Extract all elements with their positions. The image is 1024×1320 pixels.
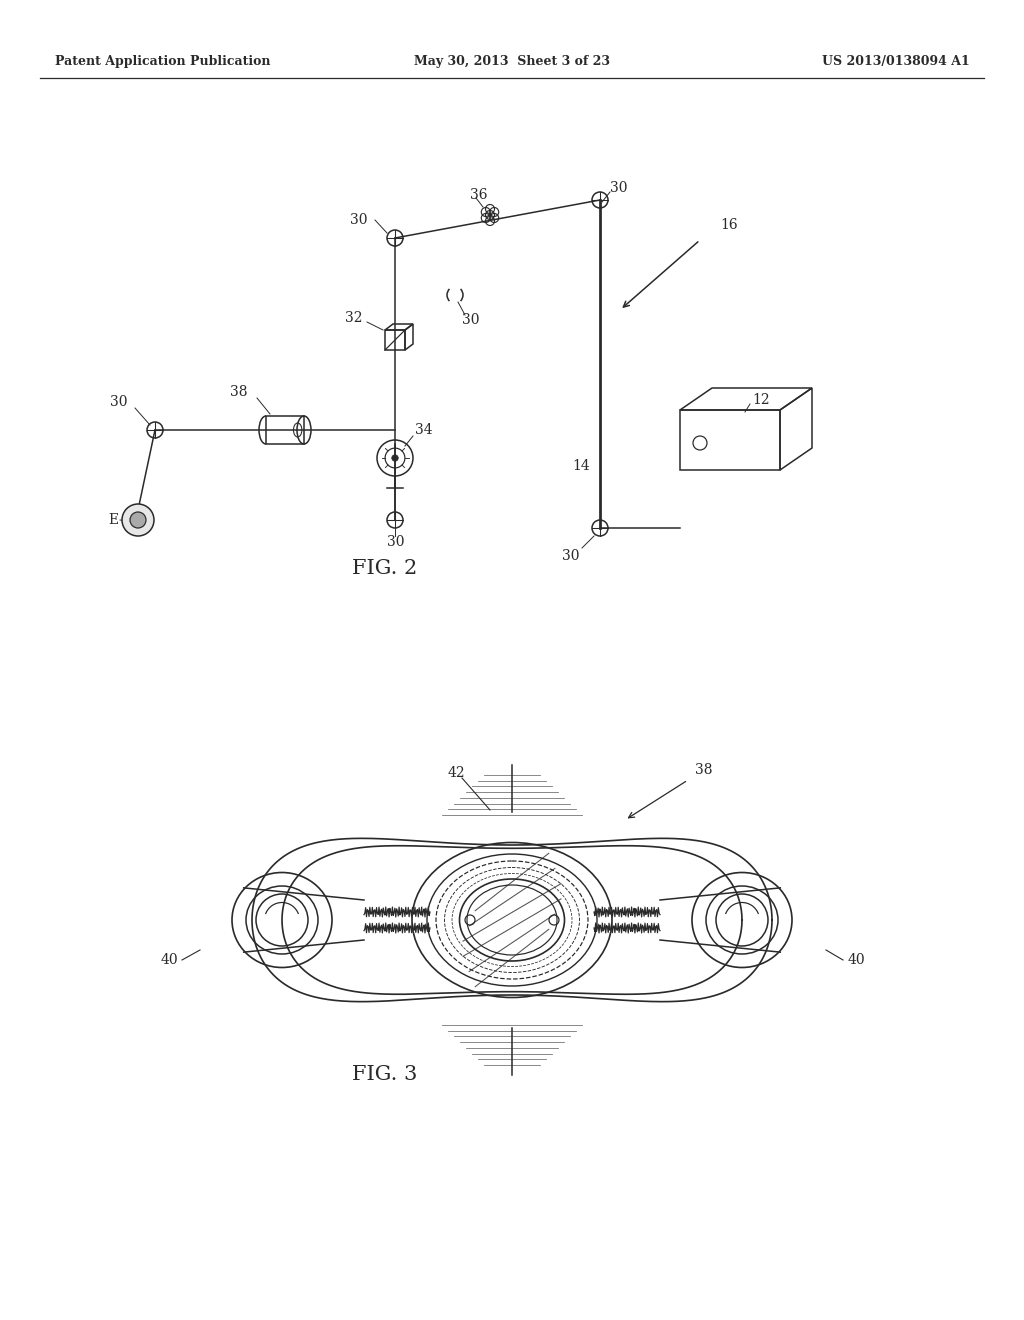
Circle shape: [392, 455, 398, 461]
Text: 12: 12: [752, 393, 770, 407]
Text: 30: 30: [350, 213, 368, 227]
Text: US 2013/0138094 A1: US 2013/0138094 A1: [822, 55, 970, 69]
Text: 30: 30: [562, 549, 580, 564]
Text: 38: 38: [230, 385, 248, 399]
Text: 30: 30: [387, 535, 404, 549]
Text: 30: 30: [110, 395, 128, 409]
Text: FIG. 3: FIG. 3: [352, 1065, 418, 1085]
Text: 30: 30: [462, 313, 479, 327]
Text: 34: 34: [415, 422, 432, 437]
Text: 38: 38: [695, 763, 713, 777]
Text: 40: 40: [848, 953, 865, 968]
Text: 36: 36: [470, 187, 487, 202]
Text: 42: 42: [449, 766, 466, 780]
Text: 40: 40: [161, 953, 178, 968]
Text: 32: 32: [345, 312, 362, 325]
Text: E: E: [108, 513, 118, 527]
Text: May 30, 2013  Sheet 3 of 23: May 30, 2013 Sheet 3 of 23: [414, 55, 610, 69]
Text: 16: 16: [720, 218, 737, 232]
Text: 30: 30: [610, 181, 628, 195]
Text: FIG. 2: FIG. 2: [352, 558, 418, 578]
Circle shape: [122, 504, 154, 536]
Circle shape: [130, 512, 146, 528]
Text: 14: 14: [572, 459, 590, 473]
Text: Patent Application Publication: Patent Application Publication: [55, 55, 270, 69]
